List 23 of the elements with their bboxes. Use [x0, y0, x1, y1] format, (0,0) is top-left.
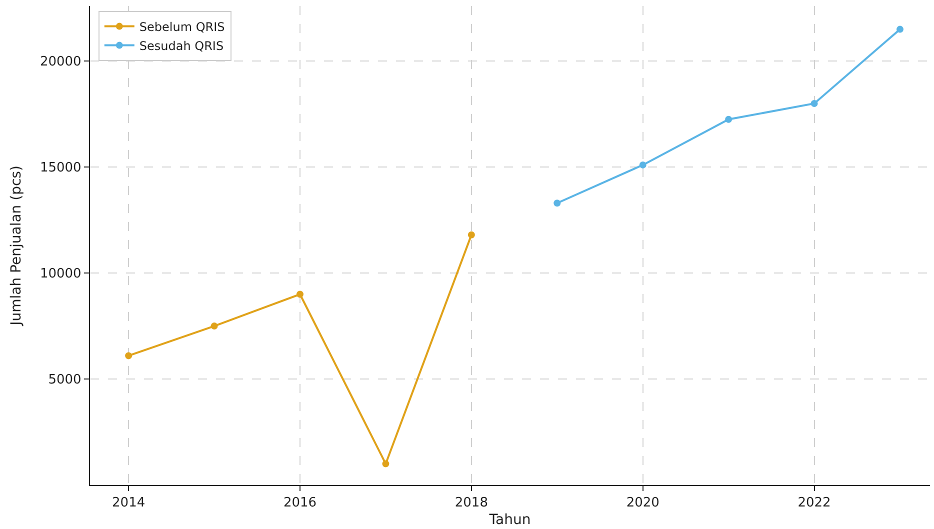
y-tick-label: 20000 [40, 54, 82, 70]
point [468, 231, 475, 238]
y-tick-label: 10000 [40, 266, 82, 282]
point [125, 352, 132, 360]
point [896, 26, 904, 33]
x-tick-label: 2014 [112, 496, 146, 511]
y-tick-label: 15000 [40, 160, 82, 176]
y-tick-label: 5000 [48, 372, 82, 388]
x-tick-label: 2016 [283, 496, 317, 511]
point [810, 100, 818, 107]
point [210, 322, 218, 330]
point [725, 116, 732, 123]
x-tick-label: 2020 [626, 496, 660, 511]
point [554, 200, 561, 207]
x-tick-label: 2018 [454, 496, 488, 511]
y-axis-title: Jumlah Penjualan (pcs) [8, 166, 25, 326]
x-axis-title: Tahun [488, 512, 531, 528]
legend-label: Sebelum QRIS [139, 20, 225, 34]
point [382, 460, 390, 468]
x-tick-label: 2022 [798, 496, 831, 511]
point [639, 161, 646, 168]
point [296, 290, 304, 298]
legend-label: Sesudah QRIS [139, 38, 224, 53]
